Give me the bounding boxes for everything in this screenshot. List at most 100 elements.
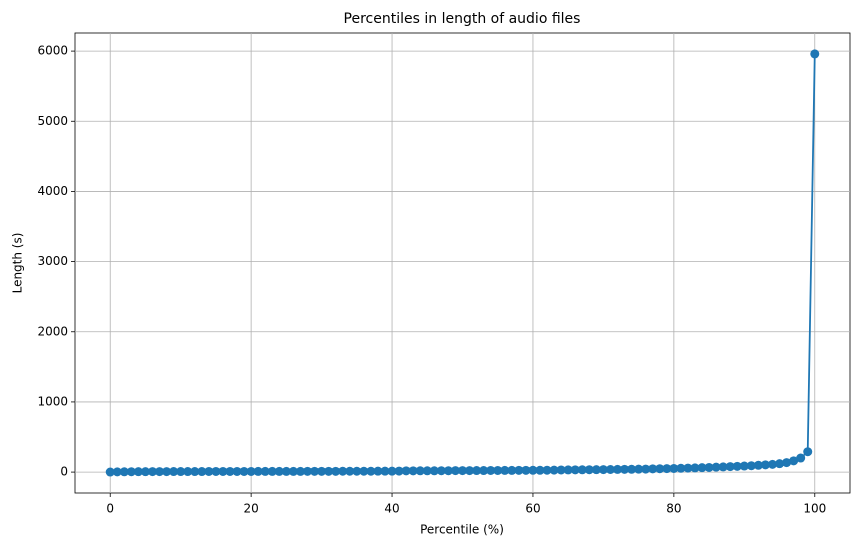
data-point [542, 465, 552, 475]
data-point [676, 463, 686, 473]
data-point [190, 467, 200, 477]
data-point [253, 466, 263, 476]
data-point [317, 466, 327, 476]
data-point [345, 466, 355, 476]
data-point [239, 466, 249, 476]
x-tick-label: 80 [666, 502, 681, 516]
data-point [725, 462, 735, 472]
data-point [133, 467, 143, 477]
data-point [331, 466, 341, 476]
x-tick-label: 20 [243, 502, 258, 516]
data-point [458, 466, 467, 476]
data-point [112, 467, 122, 477]
data-point [775, 459, 785, 469]
data-point [620, 464, 630, 474]
data-point [634, 464, 644, 474]
x-tick-label: 100 [803, 502, 826, 516]
data-point [408, 466, 418, 476]
data-point [648, 464, 658, 474]
data-point [584, 465, 594, 475]
data-point [789, 456, 799, 466]
plot-frame [74, 32, 851, 494]
data-point [514, 465, 524, 475]
data-point [422, 466, 432, 476]
data-point [711, 462, 721, 472]
data-point [169, 467, 179, 477]
data-point [556, 465, 566, 475]
data-point [443, 466, 453, 476]
data-point [683, 463, 693, 473]
data-point [429, 466, 439, 476]
data-point [472, 466, 482, 476]
data-point [310, 466, 320, 476]
x-tick-label: 40 [384, 502, 399, 516]
x-tick-label: 0 [106, 502, 114, 516]
y-tick-label: 2000 [37, 324, 68, 338]
data-point [782, 458, 792, 468]
data-point [627, 464, 637, 474]
data-point [324, 466, 334, 476]
data-point [197, 467, 207, 477]
y-axis-label: Length (s) [11, 233, 25, 294]
y-tick-label: 0 [60, 465, 68, 479]
data-point [126, 467, 136, 477]
chart-title: Percentiles in length of audio files [344, 11, 581, 27]
data-point [246, 466, 256, 476]
data-point [415, 466, 425, 476]
data-point [697, 463, 707, 473]
data-point [598, 465, 608, 475]
y-tick-label: 5000 [37, 114, 68, 128]
data-point [352, 466, 362, 476]
data-point [394, 466, 404, 476]
data-point [218, 466, 228, 476]
data-line [110, 53, 816, 473]
data-point [338, 466, 348, 476]
data-point [436, 466, 446, 476]
data-point [479, 466, 489, 476]
data-point [359, 466, 369, 476]
data-point [295, 466, 305, 476]
x-axis-label: Percentile (%) [420, 523, 504, 537]
data-point [746, 461, 756, 471]
data-point [528, 465, 538, 475]
data-point [387, 466, 397, 476]
y-tick-label: 3000 [37, 254, 68, 268]
data-point [690, 463, 700, 473]
data-point [380, 466, 390, 476]
data-point [176, 467, 186, 477]
data-point [232, 466, 242, 476]
data-point [204, 466, 214, 476]
data-point [810, 49, 820, 59]
data-point [613, 464, 622, 474]
data-point [225, 466, 235, 476]
data-point [211, 466, 221, 476]
data-point [563, 465, 573, 475]
data-point [373, 466, 383, 476]
data-point [401, 466, 411, 476]
data-point [507, 465, 517, 475]
data-point [535, 465, 545, 475]
data-point [662, 464, 672, 474]
data-point [260, 466, 270, 476]
data-point [605, 464, 615, 474]
data-point [570, 465, 580, 475]
data-point [450, 466, 460, 476]
y-tick-label: 6000 [37, 44, 68, 58]
data-point [267, 466, 277, 476]
data-point [162, 467, 172, 477]
data-point [641, 464, 651, 474]
data-point [500, 465, 510, 475]
data-point [577, 465, 587, 475]
data-point [521, 465, 531, 475]
data-point [366, 466, 376, 476]
x-tick-label: 60 [525, 502, 540, 516]
data-point [288, 466, 298, 476]
data-point [739, 461, 749, 471]
data-point [155, 467, 165, 477]
y-tick-label: 4000 [37, 184, 68, 198]
data-point [303, 466, 312, 476]
data-point [768, 459, 777, 469]
y-tick-label: 1000 [37, 394, 68, 408]
data-point [140, 467, 150, 477]
